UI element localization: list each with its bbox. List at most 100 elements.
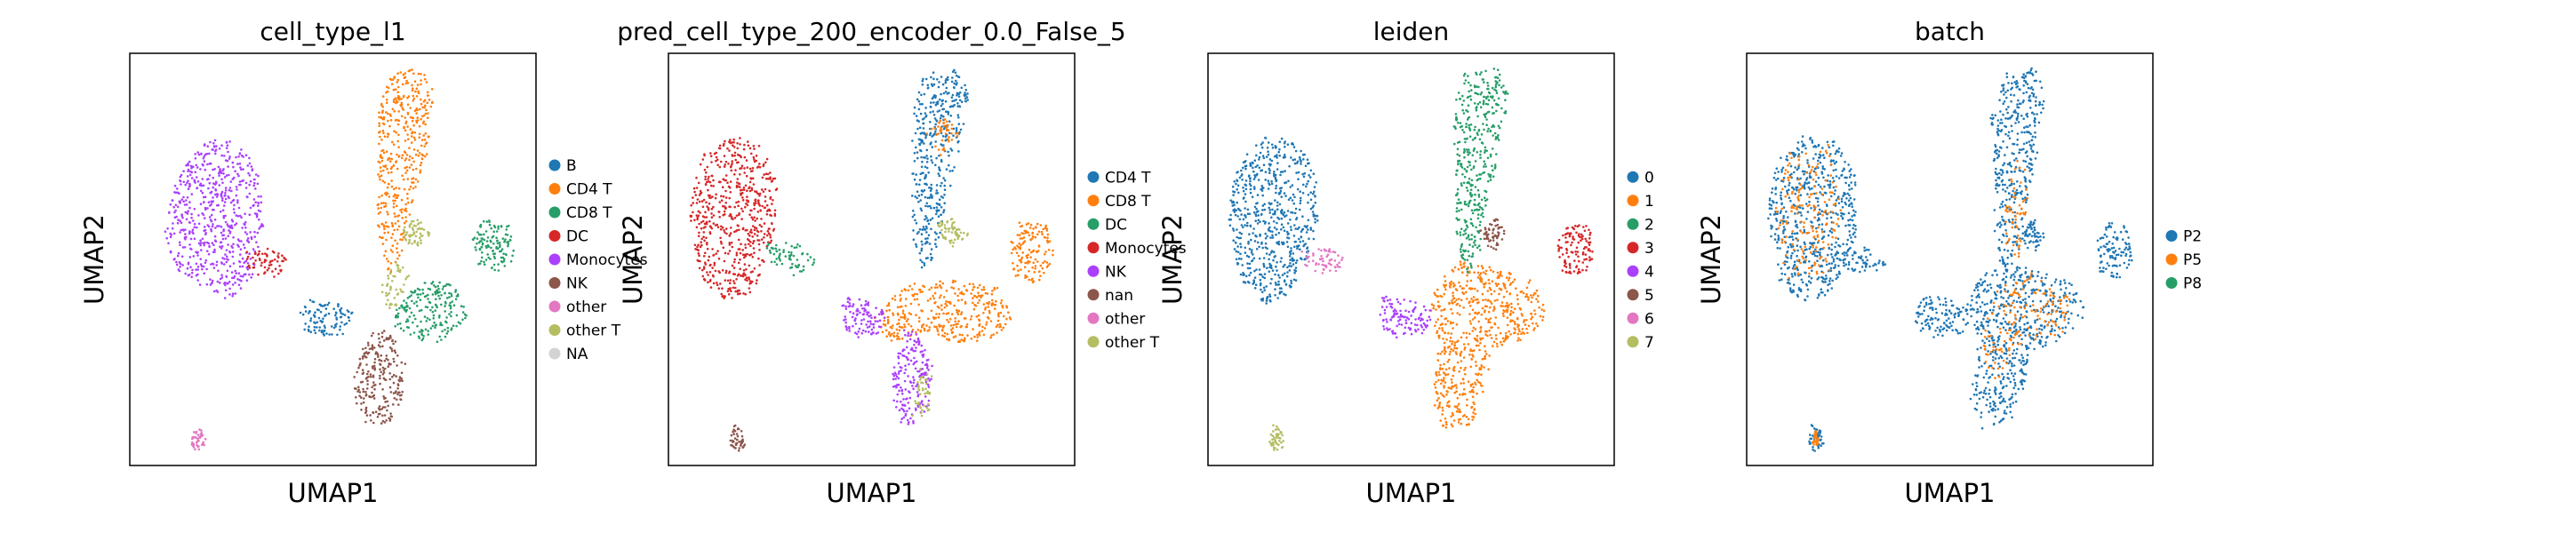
legend-marker: [1087, 312, 1100, 324]
legend-marker: [1087, 289, 1100, 301]
cluster-P2: [1808, 424, 1825, 452]
cluster-1: [1429, 260, 1546, 429]
cluster-points: [1268, 424, 1284, 451]
cluster-points: [1982, 272, 2071, 379]
legend-label: NK: [566, 275, 588, 293]
legend-marker: [1627, 218, 1639, 230]
legend-item: CD4 T: [1087, 169, 1151, 187]
cluster-points: [1479, 218, 1506, 251]
legend-item: other: [548, 298, 606, 316]
legend-item: DC: [548, 228, 588, 246]
cluster-6: [1300, 248, 1344, 274]
cluster-2: [1452, 68, 1509, 274]
y-axis-label: UMAP2: [1157, 214, 1188, 305]
cluster-CD4 T: [376, 68, 434, 274]
legend-marker: [548, 277, 561, 289]
cluster-points: [873, 279, 1012, 344]
legend-marker: [1627, 171, 1639, 183]
cluster-NK: [841, 297, 886, 338]
legend-label: 5: [1644, 287, 1654, 305]
cluster-CD8 T: [471, 219, 515, 272]
legend-marker: [548, 324, 561, 336]
cluster-P2: [1966, 259, 2085, 430]
umap-panel-2: leiden UMAP1 UMAP2 0 1 2 3 4 5 6 7: [1157, 17, 1654, 508]
legend-item: CD8 T: [1087, 193, 1151, 211]
legend-item: P5: [2165, 251, 2202, 269]
axes-frame: [129, 52, 537, 466]
legend-label: B: [566, 157, 577, 175]
legend-marker: [1087, 171, 1100, 183]
cluster-Monocytes: [164, 139, 265, 299]
cluster-7: [1268, 424, 1284, 451]
legend-item: CD4 T: [548, 181, 612, 199]
legend-label: nan: [1105, 287, 1133, 305]
x-axis-label: UMAP1: [826, 478, 916, 508]
legend-label: DC: [1105, 216, 1127, 234]
cluster-points: [1841, 246, 1887, 274]
cluster-points: [1811, 429, 1820, 446]
legend-label: Monocytes: [566, 251, 648, 269]
legend-marker: [1087, 265, 1100, 277]
cluster-points: [1010, 221, 1054, 284]
panel-title: leiden: [1373, 17, 1450, 46]
legend-item: 3: [1627, 240, 1654, 258]
cluster-points: [394, 281, 468, 343]
legend-item: NK: [548, 275, 588, 293]
x-axis-label: UMAP1: [1904, 478, 1995, 508]
cluster-points: [1379, 295, 1432, 339]
legend-label: Monocytes: [1105, 240, 1187, 258]
panel-title: batch: [1915, 17, 1985, 46]
umap-panel-0: cell_type_l1 UMAP1 UMAP2 B CD4 T CD8 T DC Monoc…: [79, 17, 648, 508]
y-axis-label: UMAP2: [618, 214, 648, 305]
legend-item: NA: [548, 346, 588, 363]
legend-label: CD8 T: [1105, 193, 1151, 211]
legend-label: other T: [566, 322, 621, 340]
legend-marker: [1087, 218, 1100, 230]
legend-label: P2: [2183, 228, 2202, 246]
cluster-points: [164, 139, 265, 299]
cluster-P2: [1914, 296, 1969, 338]
cluster-CD8 T: [925, 118, 959, 156]
cluster-points: [937, 218, 969, 248]
cluster-other T: [937, 218, 969, 248]
legend-label: 4: [1644, 263, 1654, 281]
cluster-points: [376, 68, 434, 274]
legend-item: nan: [1087, 287, 1133, 305]
legend: B CD4 T CD8 T DC Monocytes NK other other T NA: [548, 157, 648, 363]
cluster-points: [1989, 67, 2045, 273]
cluster-points: [892, 329, 933, 426]
x-axis-label: UMAP1: [287, 478, 378, 508]
legend-item: Monocytes: [1087, 240, 1187, 258]
legend-label: P5: [2183, 251, 2202, 269]
cluster-points: [1429, 260, 1546, 429]
cluster-P2: [1767, 135, 1857, 302]
cluster-NK: [353, 330, 407, 425]
cluster-DC: [245, 247, 287, 278]
cluster-points: [299, 298, 354, 337]
legend-marker: [1627, 195, 1639, 207]
cluster-CD4 T: [911, 68, 969, 269]
cluster-P5: [1982, 272, 2071, 379]
legend-marker: [1627, 312, 1639, 324]
cluster-points: [841, 297, 886, 338]
legend-marker: [2165, 277, 2178, 289]
cluster-P5: [2004, 159, 2028, 258]
cluster-other T: [380, 261, 411, 309]
legend-item: 5: [1627, 287, 1654, 305]
legend-item: P2: [2165, 228, 2202, 246]
legend-label: other: [1105, 310, 1145, 328]
legend-item: other T: [548, 322, 621, 340]
umap-panel-3: batch UMAP1 UMAP2 P2 P5 P8: [1696, 17, 2202, 508]
cluster-points: [1966, 259, 2085, 430]
legend-label: 6: [1644, 310, 1654, 328]
legend-marker: [1087, 242, 1100, 254]
cluster-P5: [1811, 429, 1820, 446]
cluster-points: [925, 118, 959, 156]
cluster-points: [471, 219, 515, 272]
cluster-points: [1808, 424, 1825, 452]
legend-marker: [1627, 289, 1639, 301]
cluster-0: [1228, 136, 1319, 305]
cluster-points: [1556, 224, 1594, 274]
cluster-NK: [892, 329, 933, 426]
